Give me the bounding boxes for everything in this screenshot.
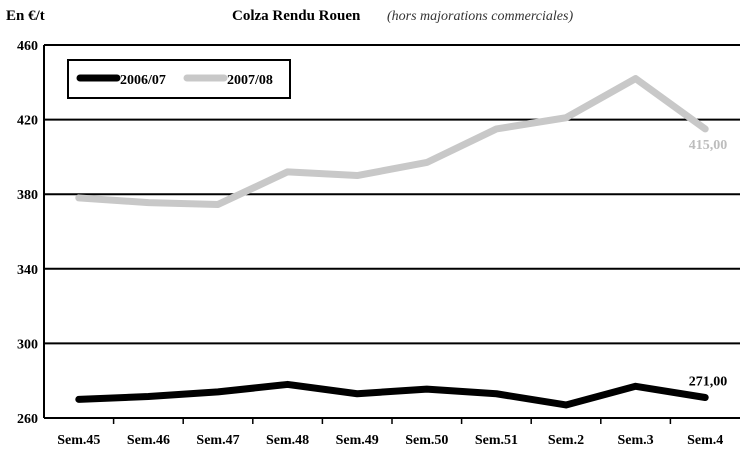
data-point [145,393,152,400]
end-labels: 271,00 415,00 [689,138,728,390]
data-point [215,201,221,208]
legend-label-2007-08: 2007/08 [227,73,273,88]
legend: 2006/07 2007/08 [67,59,291,99]
data-point [354,390,361,397]
x-tick-label: Sem.3 [618,433,654,448]
data-point [284,168,291,175]
y-tick-label: 260 [17,412,38,427]
series-line-2007-08 [75,75,709,208]
data-point [702,394,709,401]
data-point [632,75,639,82]
x-tick-label: Sem.46 [127,433,170,448]
data-point [75,194,82,201]
data-point [493,390,500,397]
series-lines [75,75,709,409]
x-tick-label: Sem.45 [57,433,100,448]
end-label-2007-08: 415,00 [689,138,728,153]
data-point [423,159,430,166]
x-tick-label: Sem.49 [336,433,379,448]
data-point [632,383,639,390]
chart-title: Colza Rendu Rouen [232,8,361,24]
x-tick-labels: Sem.45 Sem.46 Sem.47 Sem.48 Sem.49 Sem.50 Sem.… [57,433,723,448]
x-tick-label: Sem.48 [266,433,309,448]
data-point [284,381,291,388]
x-tick-label: Sem.50 [405,433,448,448]
x-tick-label: Sem.4 [687,433,723,448]
legend-label-2006-07: 2006/07 [120,73,166,88]
y-tick-labels: 260 300 340 380 420 460 [17,39,38,427]
chart-subtitle: (hors majorations commerciales) [387,9,573,24]
end-label-2006-07: 271,00 [689,374,728,389]
data-point [354,172,361,179]
x-tick-label: Sem.47 [196,433,239,448]
data-point [493,125,500,132]
gridlines [43,44,740,424]
x-tick-label: Sem.2 [548,433,584,448]
data-point [702,125,709,132]
y-tick-label: 340 [17,263,38,278]
data-point [423,386,430,393]
series-line-2006-07 [75,380,709,409]
data-point [563,401,569,408]
y-tick-label: 460 [17,39,38,54]
data-point [563,114,569,121]
y-tick-label: 420 [17,114,38,129]
data-point [75,396,82,403]
data-point [145,199,152,206]
x-tick-label: Sem.51 [475,433,518,448]
y-tick-label: 300 [17,337,38,352]
data-point [215,388,221,395]
y-axis-label: En €/t [6,8,45,24]
y-tick-label: 380 [17,188,38,203]
